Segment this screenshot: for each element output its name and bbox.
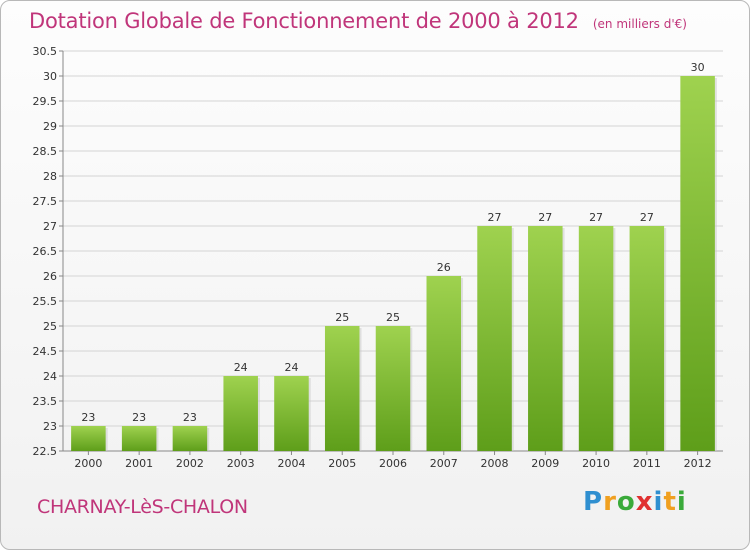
- data-label: 27: [488, 211, 502, 224]
- label-layer: 22.5 23 23.5 24 24.5 25 25.5 26 26.5 27 27.5 28 28.5…: [33, 45, 712, 470]
- title-row: Dotation Globale de Fonctionnement de 20…: [29, 9, 687, 33]
- y-tick-label: 23.5: [33, 395, 58, 408]
- x-tick-label: 2003: [227, 457, 255, 470]
- bar-layer: [71, 76, 717, 451]
- bar: [172, 426, 208, 451]
- y-tick-label: 29: [43, 120, 57, 133]
- bar: [223, 376, 258, 451]
- data-label: 23: [132, 411, 146, 424]
- y-tick-label: 29.5: [33, 95, 58, 108]
- bar: [274, 376, 309, 451]
- y-tick-label: 27.5: [33, 195, 58, 208]
- chart-subtitle: (en milliers d'€): [592, 17, 687, 31]
- y-tick-label: 25: [43, 320, 57, 333]
- bar: [426, 276, 462, 451]
- x-tick-label: 2005: [328, 457, 356, 470]
- x-tick-label: 2002: [176, 457, 204, 470]
- y-tick-label: 25.5: [33, 295, 58, 308]
- data-label: 25: [386, 311, 400, 324]
- bar: [629, 226, 665, 451]
- y-tick-label: 27: [43, 220, 57, 233]
- bar: [528, 226, 563, 451]
- y-tick-label: 24.5: [33, 345, 58, 358]
- x-tick-label: 2004: [277, 457, 305, 470]
- y-tick-label: 24: [43, 370, 57, 383]
- logo-letter: i: [653, 487, 664, 517]
- y-tick-label: 30.5: [33, 45, 58, 58]
- bar: [680, 76, 715, 451]
- y-tick-label: 30: [43, 70, 57, 83]
- logo-letter: t: [663, 487, 677, 517]
- logo-letter: x: [635, 487, 654, 517]
- bar: [71, 426, 106, 451]
- data-label: 24: [284, 361, 298, 374]
- logo-letter: P: [583, 487, 604, 517]
- y-tick-label: 26.5: [33, 245, 58, 258]
- data-label: 23: [81, 411, 95, 424]
- data-label: 27: [538, 211, 552, 224]
- bar: [324, 326, 360, 451]
- commune-name: CHARNAY-LèS-CHALON: [37, 496, 248, 518]
- bar: [477, 226, 512, 451]
- data-label: 23: [183, 411, 197, 424]
- x-tick-label: 2012: [684, 457, 712, 470]
- data-label: 30: [691, 61, 705, 74]
- x-tick-label: 2008: [481, 457, 509, 470]
- x-tick-label: 2010: [582, 457, 610, 470]
- proxiti-logo[interactable]: Proxiti: [583, 487, 687, 517]
- y-tick-label: 28: [43, 170, 57, 183]
- data-label: 24: [234, 361, 248, 374]
- bar: [121, 426, 157, 451]
- y-tick-label: 26: [43, 270, 57, 283]
- data-label: 27: [640, 211, 654, 224]
- x-tick-label: 2009: [531, 457, 559, 470]
- x-tick-label: 2007: [430, 457, 458, 470]
- chart-title: Dotation Globale de Fonctionnement de 20…: [29, 9, 579, 33]
- x-tick-label: 2000: [74, 457, 102, 470]
- logo-letter: i: [676, 487, 687, 517]
- y-tick-label: 22.5: [33, 445, 58, 458]
- bar: [375, 326, 411, 451]
- data-label: 26: [437, 261, 451, 274]
- x-tick-label: 2006: [379, 457, 407, 470]
- x-tick-label: 2001: [125, 457, 153, 470]
- x-tick-label: 2011: [633, 457, 661, 470]
- data-label: 27: [589, 211, 603, 224]
- logo-letter: r: [603, 487, 617, 517]
- y-tick-label: 28.5: [33, 145, 58, 158]
- data-label: 25: [335, 311, 349, 324]
- y-tick-label: 23: [43, 420, 57, 433]
- bar: [578, 226, 614, 451]
- logo-letter: o: [616, 487, 636, 517]
